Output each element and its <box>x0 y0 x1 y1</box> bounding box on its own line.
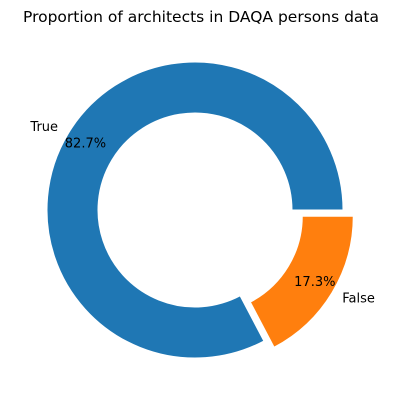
donut-labels: True 82.7% False 17.3% <box>29 120 374 307</box>
donut-slice-false <box>249 215 354 348</box>
category-label-true: True <box>29 120 58 135</box>
percent-label-true: 82.7% <box>65 136 106 151</box>
donut-slices <box>46 61 354 359</box>
donut-slice-true <box>46 61 344 359</box>
percent-label-false: 17.3% <box>294 275 335 290</box>
chart-title: Proportion of architects in DAQA persons… <box>23 8 379 26</box>
category-label-false: False <box>342 291 375 306</box>
